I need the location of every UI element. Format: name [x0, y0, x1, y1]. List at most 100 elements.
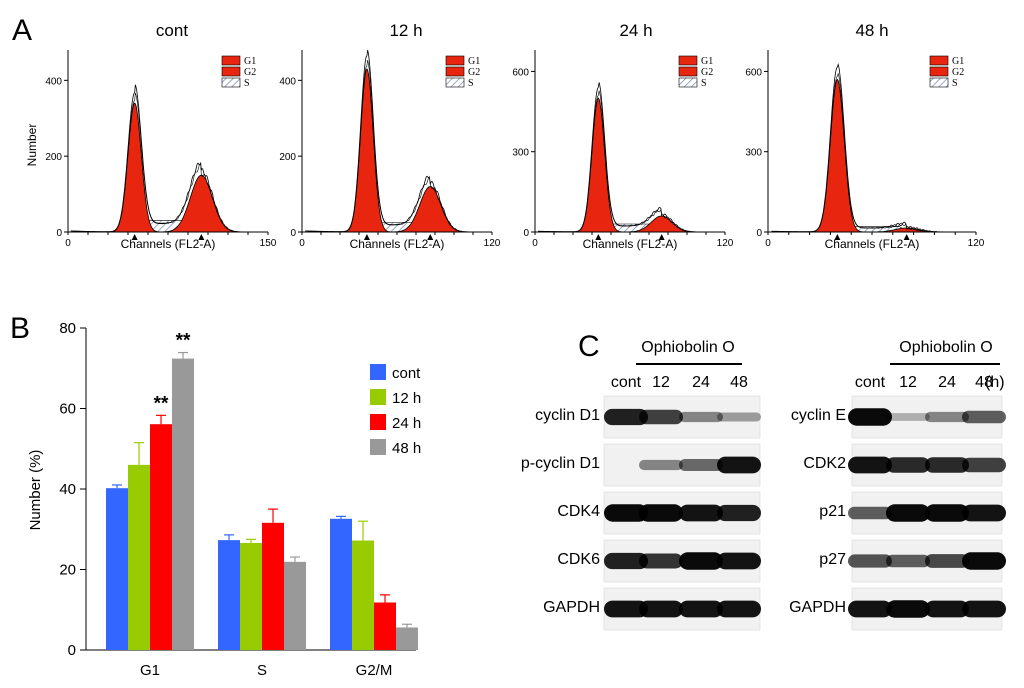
bar — [240, 542, 262, 650]
blot-band — [639, 504, 683, 522]
x-tick-label: 120 — [968, 238, 985, 249]
legend-label: 24 h — [392, 415, 421, 432]
total-outline — [538, 82, 719, 233]
x-tick-label: 120 — [717, 238, 734, 249]
legend-label: 48 h — [392, 440, 421, 457]
blot-band — [639, 459, 683, 471]
legend-swatch — [929, 77, 949, 88]
y-tick-label: 40 — [59, 481, 76, 498]
legend-swatch — [929, 55, 949, 66]
lane-label: cont — [855, 374, 886, 391]
lane-label: 48 — [975, 374, 993, 391]
blot-band — [962, 504, 1006, 522]
x-axis-title: Channels (FL2-A) — [121, 237, 216, 251]
protein-label: cyclin E — [791, 407, 846, 424]
peak-marker — [903, 234, 910, 240]
blot-band — [848, 506, 892, 520]
legend-swatch — [445, 55, 465, 66]
total-outline — [70, 84, 262, 233]
histogram-cont: cont 0 200 400 0 150 Channels (FL2-A) Number G1G… — [25, 21, 277, 251]
peak-marker — [834, 234, 841, 240]
blot-band — [604, 552, 648, 570]
legend-label: G2 — [701, 67, 713, 78]
bar — [374, 602, 396, 650]
blot-band — [886, 504, 930, 522]
bar — [330, 518, 352, 650]
y-tick-label: 400 — [45, 76, 62, 87]
legend-label: G2 — [244, 67, 256, 78]
blot-band — [717, 600, 761, 618]
lane-label: 24 — [692, 374, 710, 391]
panel-letter-b: B — [10, 312, 30, 345]
x-tick-label: 0 — [765, 238, 771, 249]
lane-label: cont — [611, 374, 642, 391]
peak-marker — [658, 234, 665, 240]
x-axis-title: Channels (FL2-A) — [583, 237, 678, 251]
y-tick-label: 300 — [512, 148, 529, 159]
panel-letter-c: C — [578, 330, 600, 363]
lane-label: 24 — [938, 374, 956, 391]
total-outline — [305, 49, 486, 233]
protein-label: CDK2 — [803, 455, 846, 472]
legend-swatch — [929, 66, 949, 77]
legend-label: S — [244, 78, 250, 89]
legend-label: cont — [392, 365, 421, 382]
lane-label: 12 — [652, 374, 670, 391]
protein-label: GAPDH — [789, 599, 846, 616]
blot-band — [886, 413, 930, 421]
y-tick-label: 80 — [59, 320, 76, 337]
legend-swatch — [445, 66, 465, 77]
bar — [396, 627, 418, 650]
y-tick-label: 400 — [279, 76, 296, 87]
y-tick-label: 0 — [56, 228, 62, 239]
blot-band — [639, 600, 683, 618]
g1-peak — [341, 68, 393, 233]
total-outline — [771, 72, 970, 233]
category-label: G1 — [140, 662, 160, 679]
western-blot-left: Ophiobolin O cont 12 24 48 cyclin D1 p-cyclin … — [521, 339, 761, 631]
panel-letter-a: A — [12, 14, 32, 47]
y-tick-label: 300 — [745, 148, 762, 159]
legend-label: G1 — [244, 56, 256, 67]
bar — [150, 424, 172, 650]
blot-band — [962, 600, 1006, 618]
y-tick-label: 600 — [745, 67, 762, 78]
x-axis-title: Channels (FL2-A) — [825, 237, 920, 251]
legend-label: G1 — [952, 56, 964, 67]
blot-band — [962, 410, 1006, 424]
blot-band — [639, 553, 683, 569]
blot-band — [962, 457, 1006, 473]
blot-band — [679, 552, 723, 570]
category-label: S — [257, 662, 267, 679]
protein-label: p27 — [819, 551, 846, 568]
x-tick-label: 0 — [299, 238, 305, 249]
legend-swatch — [370, 439, 386, 455]
legend-label: S — [952, 78, 958, 89]
y-axis-title: Number — [25, 124, 39, 167]
peak-marker — [363, 234, 370, 240]
total-outline — [771, 62, 970, 233]
blot-band — [604, 600, 648, 618]
blot-band — [925, 504, 969, 522]
protein-label: cyclin D1 — [535, 407, 600, 424]
y-tick-label: 0 — [523, 228, 529, 239]
histogram-title: 48 h — [855, 21, 888, 40]
x-tick-label: 120 — [484, 238, 501, 249]
legend-swatch — [445, 77, 465, 88]
treatment-label: Ophiobolin O — [641, 339, 734, 356]
blot-band — [679, 411, 723, 423]
total-outline — [70, 92, 262, 233]
legend-swatch — [678, 66, 698, 77]
blot-band — [604, 408, 648, 426]
g1-peak — [809, 78, 866, 233]
x-tick-label: 0 — [532, 238, 538, 249]
g1-peak — [108, 102, 162, 233]
protein-label: p-cyclin D1 — [521, 455, 600, 472]
legend-swatch — [221, 66, 241, 77]
blot-band — [925, 457, 969, 473]
blot-band — [717, 504, 761, 522]
legend-swatch — [221, 77, 241, 88]
x-tick-label: 150 — [260, 238, 277, 249]
